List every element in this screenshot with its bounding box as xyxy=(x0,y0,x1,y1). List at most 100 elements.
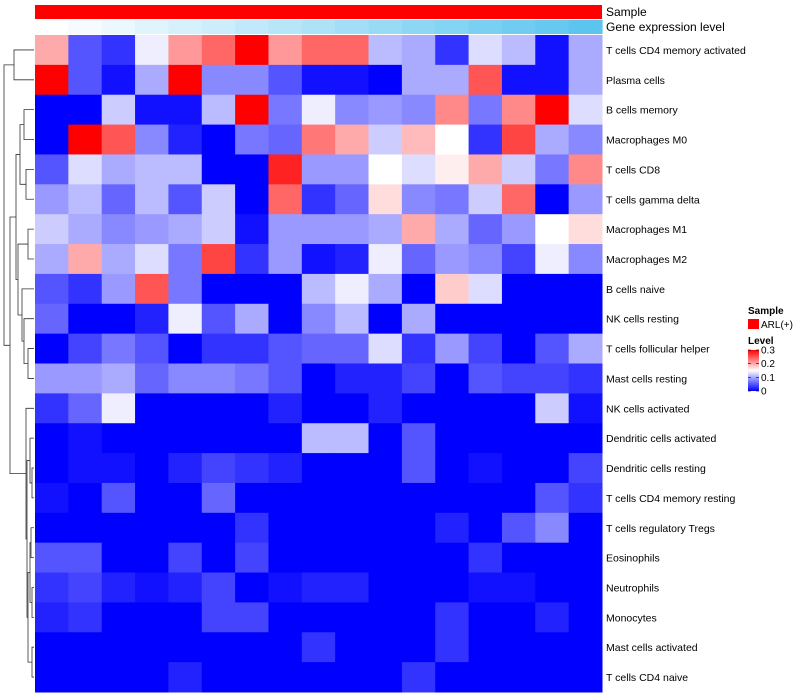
heatmap-cell xyxy=(401,94,436,126)
heatmap-cell xyxy=(168,214,203,245)
heatmap-cell xyxy=(168,244,203,275)
heatmap-cell xyxy=(35,453,69,484)
annotation-expression-cell xyxy=(68,20,103,34)
heatmap-cell xyxy=(468,662,503,693)
heatmap-cell xyxy=(168,333,203,364)
row-label: T cells CD4 naive xyxy=(606,672,688,684)
heatmap-cell xyxy=(501,124,536,155)
heatmap-cell xyxy=(335,423,370,454)
heatmap-cell xyxy=(268,244,303,275)
row-label: T cells follicular helper xyxy=(606,344,710,356)
heatmap-cell xyxy=(435,602,470,633)
annotation-expression-cell xyxy=(201,20,236,34)
heatmap-cell xyxy=(435,35,470,66)
heatmap-cell xyxy=(135,542,169,574)
heatmap-cell xyxy=(235,64,269,96)
heatmap-cell xyxy=(435,273,470,305)
heatmap-cell xyxy=(135,333,169,364)
dendrogram-branch xyxy=(17,243,28,316)
heatmap-cell xyxy=(235,124,269,155)
heatmap-cell xyxy=(435,333,470,364)
legend-level-title: Level xyxy=(748,336,774,347)
heatmap-cell xyxy=(501,64,536,96)
heatmap-cell xyxy=(168,572,203,603)
heatmap-cell xyxy=(68,453,103,484)
heatmap-cell xyxy=(68,64,103,96)
heatmap-cell xyxy=(568,453,603,484)
heatmap-cell xyxy=(235,662,269,693)
heatmap-cell xyxy=(301,333,336,364)
heatmap-cell xyxy=(535,662,570,693)
heatmap-cells xyxy=(35,35,603,693)
heatmap-cell xyxy=(568,184,603,215)
heatmap-cell xyxy=(501,273,536,305)
heatmap-cell xyxy=(168,124,203,155)
heatmap-cell xyxy=(435,154,470,185)
heatmap-cell xyxy=(135,124,169,155)
heatmap-cell xyxy=(268,363,303,394)
heatmap-cell xyxy=(35,542,69,574)
legend-tick-label: 0.3 xyxy=(761,346,775,357)
heatmap-cell xyxy=(268,602,303,633)
heatmap-cell xyxy=(535,94,570,126)
heatmap-cell xyxy=(335,184,370,215)
heatmap-cell xyxy=(468,154,503,185)
heatmap-cell xyxy=(501,572,536,603)
heatmap-cell xyxy=(68,632,103,663)
heatmap-cell xyxy=(568,602,603,633)
heatmap-cell xyxy=(235,273,269,305)
heatmap-cell xyxy=(168,632,203,663)
heatmap-cell xyxy=(301,214,336,245)
heatmap-cell xyxy=(535,154,570,185)
heatmap-cell xyxy=(568,512,603,544)
heatmap-cell xyxy=(568,154,603,185)
heatmap-cell xyxy=(101,273,136,305)
heatmap-cell xyxy=(201,393,236,424)
heatmap-cell xyxy=(535,363,570,394)
heatmap-cell xyxy=(301,303,336,335)
heatmap-cell xyxy=(168,154,203,185)
heatmap-cell xyxy=(368,542,403,574)
heatmap-cell xyxy=(535,244,570,275)
heatmap-cell xyxy=(501,184,536,215)
heatmap-cell xyxy=(135,602,169,633)
heatmap-cell xyxy=(368,154,403,185)
heatmap-cell xyxy=(201,512,236,544)
heatmap-cell xyxy=(535,423,570,454)
heatmap-cell xyxy=(101,632,136,663)
heatmap-cell xyxy=(235,572,269,603)
heatmap-cell xyxy=(301,393,336,424)
heatmap-cell xyxy=(501,35,536,66)
dendrogram-branch xyxy=(27,228,34,260)
heatmap-cell xyxy=(568,333,603,364)
heatmap-cell xyxy=(35,124,69,155)
heatmap-cell xyxy=(435,542,470,574)
heatmap-cell xyxy=(301,602,336,633)
heatmap-cell xyxy=(35,662,69,693)
heatmap-cell xyxy=(401,662,436,693)
heatmap-cell xyxy=(401,303,436,335)
heatmap-cell xyxy=(201,35,236,66)
heatmap-cell xyxy=(535,602,570,633)
heatmap-cell xyxy=(435,393,470,424)
row-dendrogram xyxy=(3,49,34,678)
heatmap-cell xyxy=(168,303,203,335)
heatmap-cell xyxy=(468,632,503,663)
heatmap-cell xyxy=(201,244,236,275)
heatmap-cell xyxy=(535,214,570,245)
heatmap-cell xyxy=(68,244,103,275)
heatmap-cell xyxy=(468,363,503,394)
heatmap-cell xyxy=(468,244,503,275)
heatmap-cell xyxy=(401,363,436,394)
heatmap-cell xyxy=(301,124,336,155)
heatmap-cell xyxy=(168,542,203,574)
row-label: T cells CD4 memory resting xyxy=(606,493,735,505)
heatmap-cell xyxy=(235,363,269,394)
heatmap-cell xyxy=(501,363,536,394)
heatmap-cell xyxy=(101,244,136,275)
heatmap-cell xyxy=(235,303,269,335)
legend-sample-entry: ARL(+) xyxy=(761,320,793,331)
row-label: NK cells activated xyxy=(606,403,690,415)
heatmap-cell xyxy=(501,453,536,484)
heatmap-cell xyxy=(301,662,336,693)
